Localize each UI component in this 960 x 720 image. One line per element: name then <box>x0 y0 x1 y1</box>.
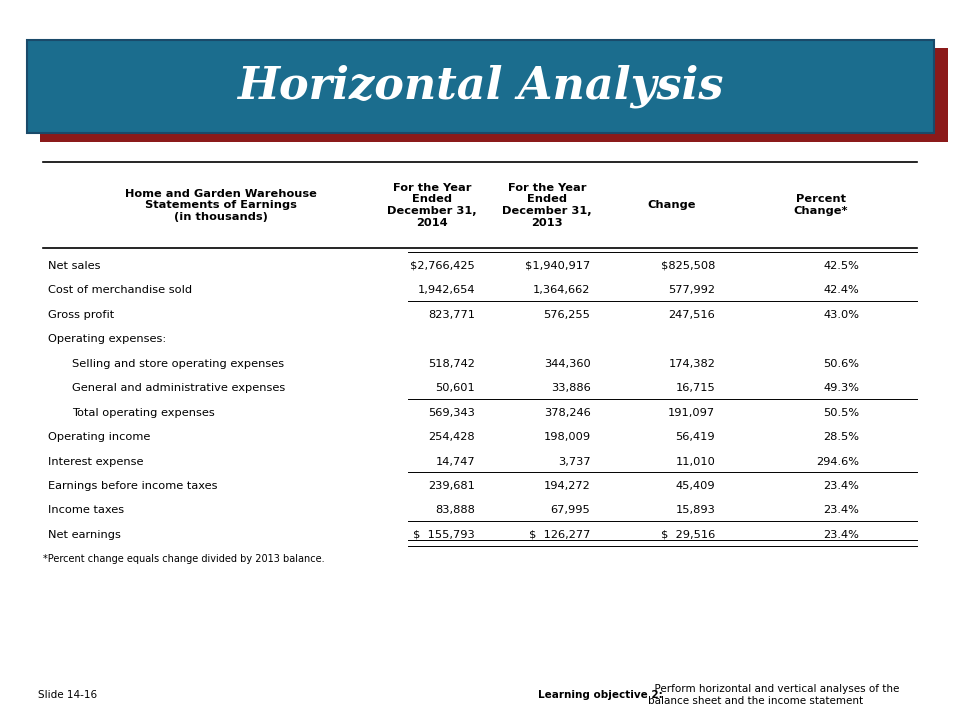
Text: 344,360: 344,360 <box>543 359 590 369</box>
Text: 14,747: 14,747 <box>436 456 475 467</box>
Text: Cost of merchandise sold: Cost of merchandise sold <box>48 285 192 295</box>
Text: Home and Garden Warehouse
Statements of Earnings
(in thousands): Home and Garden Warehouse Statements of … <box>125 189 317 222</box>
FancyBboxPatch shape <box>27 40 934 133</box>
Text: 294.6%: 294.6% <box>816 456 859 467</box>
Text: 247,516: 247,516 <box>668 310 715 320</box>
Text: Operating income: Operating income <box>48 432 151 442</box>
Text: 56,419: 56,419 <box>676 432 715 442</box>
Text: Net sales: Net sales <box>48 261 101 271</box>
Text: Net earnings: Net earnings <box>48 530 121 540</box>
Text: 577,992: 577,992 <box>668 285 715 295</box>
Text: $2,766,425: $2,766,425 <box>411 261 475 271</box>
Text: 16,715: 16,715 <box>676 383 715 393</box>
Text: Perform horizontal and vertical analyses of the
balance sheet and the income sta: Perform horizontal and vertical analyses… <box>648 684 900 706</box>
Text: 23.4%: 23.4% <box>824 505 859 516</box>
Text: Total operating expenses: Total operating expenses <box>72 408 215 418</box>
Text: 67,995: 67,995 <box>551 505 590 516</box>
Text: $1,940,917: $1,940,917 <box>525 261 590 271</box>
Text: $  155,793: $ 155,793 <box>414 530 475 540</box>
Text: 43.0%: 43.0% <box>824 310 859 320</box>
Text: Income taxes: Income taxes <box>48 505 124 516</box>
Text: 3,737: 3,737 <box>558 456 590 467</box>
Text: Horizontal Analysis: Horizontal Analysis <box>237 65 723 108</box>
Text: 1,942,654: 1,942,654 <box>418 285 475 295</box>
Text: For the Year
Ended
December 31,
2013: For the Year Ended December 31, 2013 <box>502 183 592 228</box>
FancyBboxPatch shape <box>40 48 948 142</box>
Text: 42.5%: 42.5% <box>824 261 859 271</box>
Text: 28.5%: 28.5% <box>824 432 859 442</box>
Text: $825,508: $825,508 <box>660 261 715 271</box>
Text: 15,893: 15,893 <box>675 505 715 516</box>
Text: *Percent change equals change divided by 2013 balance.: *Percent change equals change divided by… <box>43 554 324 564</box>
Text: Change: Change <box>648 200 696 210</box>
Text: 45,409: 45,409 <box>676 481 715 491</box>
Text: 518,742: 518,742 <box>428 359 475 369</box>
Text: 198,009: 198,009 <box>543 432 590 442</box>
Text: Operating expenses:: Operating expenses: <box>48 334 166 344</box>
Text: 50,601: 50,601 <box>436 383 475 393</box>
Text: 191,097: 191,097 <box>668 408 715 418</box>
Text: Gross profit: Gross profit <box>48 310 114 320</box>
Text: Slide 14-16: Slide 14-16 <box>38 690 98 700</box>
Text: $  29,516: $ 29,516 <box>660 530 715 540</box>
Text: Interest expense: Interest expense <box>48 456 143 467</box>
Text: 50.6%: 50.6% <box>824 359 859 369</box>
Text: 194,272: 194,272 <box>543 481 590 491</box>
Text: 576,255: 576,255 <box>543 310 590 320</box>
Text: 83,888: 83,888 <box>435 505 475 516</box>
Text: 378,246: 378,246 <box>543 408 590 418</box>
Text: 33,886: 33,886 <box>551 383 590 393</box>
Text: For the Year
Ended
December 31,
2014: For the Year Ended December 31, 2014 <box>387 183 477 228</box>
Text: Percent
Change*: Percent Change* <box>794 194 848 216</box>
Text: Learning objective 2:: Learning objective 2: <box>538 690 662 700</box>
Text: Selling and store operating expenses: Selling and store operating expenses <box>72 359 284 369</box>
Text: Earnings before income taxes: Earnings before income taxes <box>48 481 218 491</box>
Text: 569,343: 569,343 <box>428 408 475 418</box>
Text: 42.4%: 42.4% <box>824 285 859 295</box>
Text: 1,364,662: 1,364,662 <box>533 285 590 295</box>
Text: General and administrative expenses: General and administrative expenses <box>72 383 285 393</box>
Text: 49.3%: 49.3% <box>824 383 859 393</box>
Text: 23.4%: 23.4% <box>824 481 859 491</box>
Text: 50.5%: 50.5% <box>823 408 859 418</box>
Text: 823,771: 823,771 <box>428 310 475 320</box>
Text: 23.4%: 23.4% <box>824 530 859 540</box>
Text: 11,010: 11,010 <box>675 456 715 467</box>
Text: 239,681: 239,681 <box>428 481 475 491</box>
Text: 254,428: 254,428 <box>428 432 475 442</box>
Text: $  126,277: $ 126,277 <box>529 530 590 540</box>
Text: 174,382: 174,382 <box>668 359 715 369</box>
